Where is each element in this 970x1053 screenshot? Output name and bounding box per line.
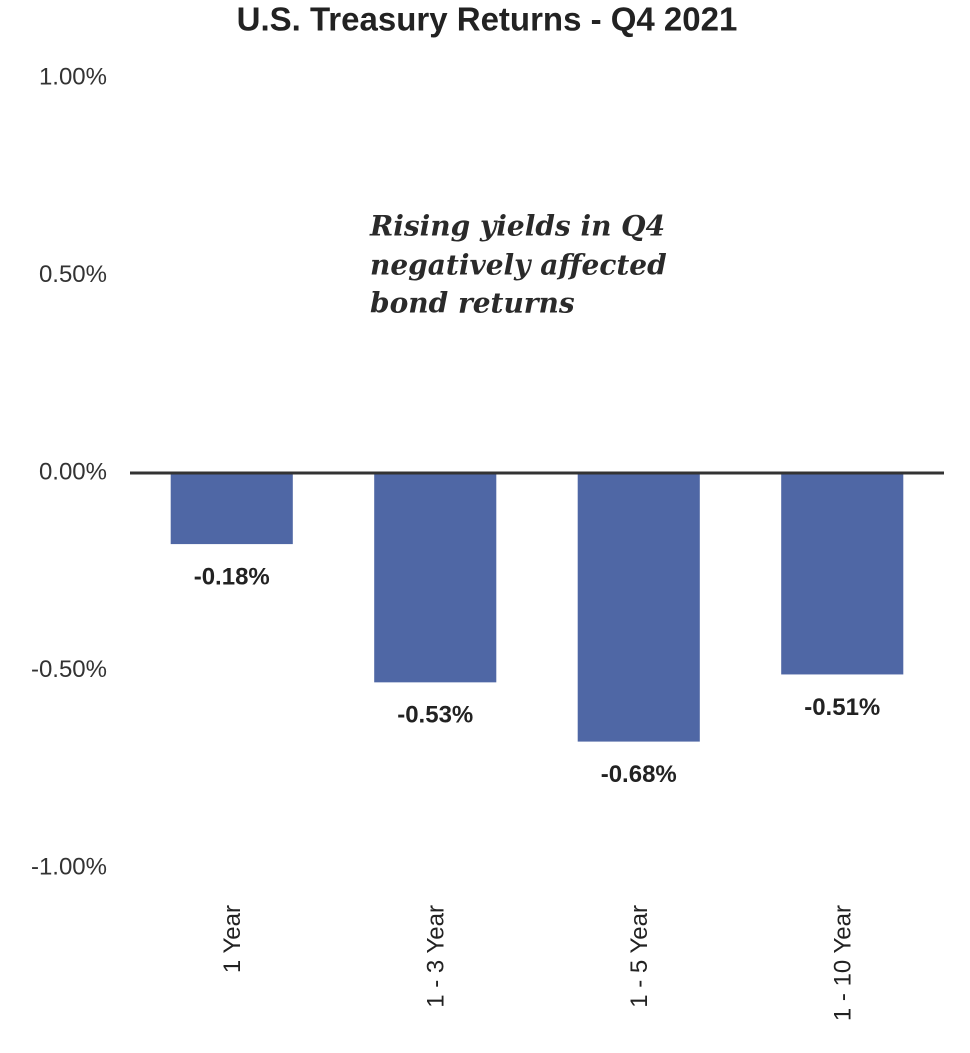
y-tick-label: -1.00% xyxy=(31,853,107,880)
value-label: -0.53% xyxy=(397,702,473,729)
bar xyxy=(170,473,293,545)
bar xyxy=(374,473,497,683)
annotation: negatively affected xyxy=(370,249,667,282)
y-tick-label: 1.00% xyxy=(39,63,107,90)
x-tick-label: 1 - 5 Year xyxy=(626,905,653,1008)
y-tick-label: 0.50% xyxy=(39,261,107,288)
x-tick-label: 1 Year xyxy=(219,905,246,973)
annotation: bond returns xyxy=(370,287,575,320)
value-label: -0.18% xyxy=(194,563,270,590)
x-tick-label: 1 - 10 Year xyxy=(830,905,857,1021)
annotation: Rising yields in Q4 xyxy=(369,210,665,243)
bar xyxy=(781,473,904,675)
y-tick-label: 0.00% xyxy=(39,458,107,485)
y-tick-label: -0.50% xyxy=(31,656,107,683)
value-label: -0.51% xyxy=(804,694,880,721)
chart-title: U.S. Treasury Returns - Q4 2021 xyxy=(237,1,738,38)
bar xyxy=(577,473,700,742)
value-label: -0.68% xyxy=(601,761,677,788)
x-tick-label: 1 - 3 Year xyxy=(423,905,450,1008)
